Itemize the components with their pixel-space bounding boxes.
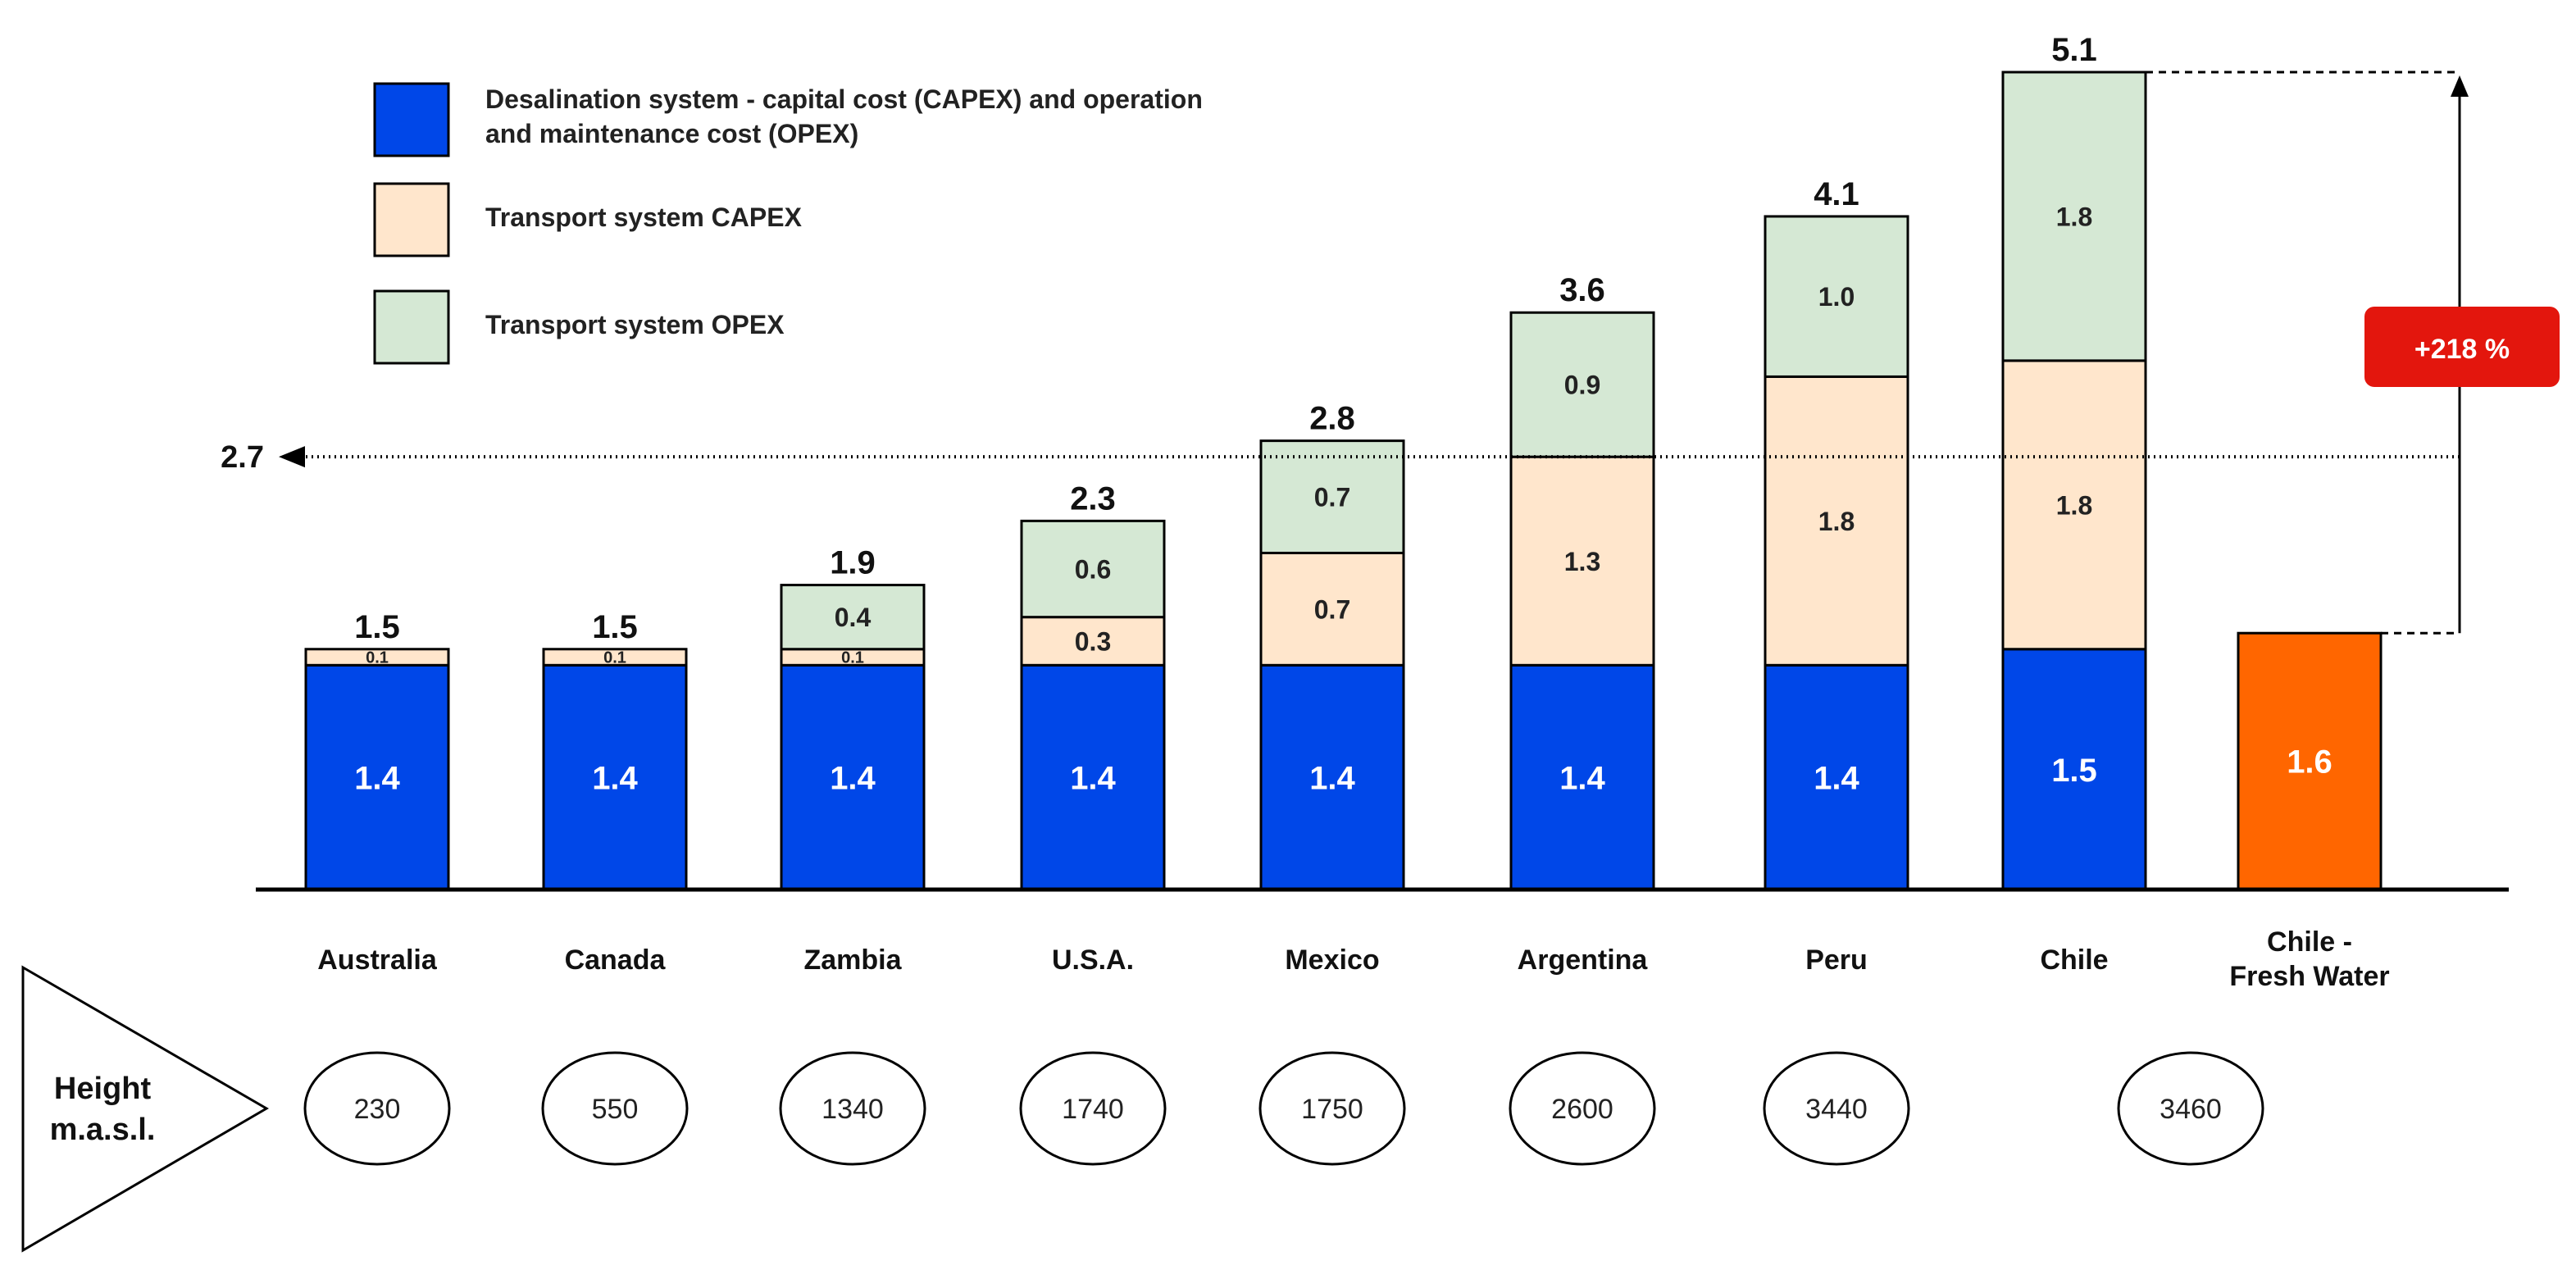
desalination-segment-label-argentina: 1.4 xyxy=(1559,761,1605,797)
transport-capex-segment-label-peru: 1.8 xyxy=(1818,507,1855,536)
transport-opex-segment-argentina xyxy=(1509,311,1655,458)
height-ellipse-4 xyxy=(1019,1051,1167,1166)
transport-opex-segment-label-argentina: 0.9 xyxy=(1564,371,1600,400)
legend-label-2-line-1: Transport system CAPEX xyxy=(485,203,803,232)
desalination-segment-label-u-s-a: 1.4 xyxy=(1070,761,1116,797)
total-label-zambia: 1.9 xyxy=(830,545,876,581)
total-label-u-s-a: 2.3 xyxy=(1070,480,1116,517)
height-value-3: 1340 xyxy=(821,1094,884,1125)
height-ellipse-5 xyxy=(1258,1051,1406,1166)
total-label-mexico: 2.8 xyxy=(1309,401,1355,437)
transport-capex-segment-mexico xyxy=(1259,551,1405,667)
reference-arrow-icon xyxy=(279,446,305,468)
reference-line-label: 2.7 xyxy=(221,440,264,475)
increase-badge xyxy=(2364,307,2560,387)
transport-capex-segment-chile xyxy=(2001,359,2147,651)
total-label-peru: 4.1 xyxy=(1814,176,1859,212)
transport-opex-segment-u-s-a xyxy=(1020,519,1166,619)
category-label-zambia: Zambia xyxy=(803,944,902,976)
transport-capex-segment-label-u-s-a: 0.3 xyxy=(1075,627,1111,657)
transport-capex-segment-canada xyxy=(542,648,688,667)
height-ellipse-6 xyxy=(1509,1051,1656,1166)
transport-capex-segment-label-mexico: 0.7 xyxy=(1314,594,1350,624)
transport-capex-segment-label-chile: 1.8 xyxy=(2056,490,2092,520)
height-value-5: 1750 xyxy=(1301,1094,1363,1125)
total-label-australia: 1.5 xyxy=(354,609,400,645)
transport-opex-segment-label-zambia: 0.4 xyxy=(835,603,872,632)
transport-capex-segment-peru xyxy=(1764,375,1909,667)
transport-capex-segment-label-canada: 0.1 xyxy=(603,649,626,667)
height-label-line-2: m.a.s.l. xyxy=(50,1113,156,1147)
legend-label-1-line-2: and maintenance cost (OPEX) xyxy=(485,119,858,148)
height-value-1: 230 xyxy=(354,1094,401,1125)
height-ellipse-8 xyxy=(2117,1051,2264,1166)
desalination-segment-australia xyxy=(304,663,450,891)
fresh-water-bar xyxy=(2237,631,2383,891)
transport-opex-segment-chile xyxy=(2001,71,2147,362)
transport-opex-segment-peru xyxy=(1764,215,1909,378)
increase-arrow-icon xyxy=(2451,75,2469,97)
height-value-6: 2600 xyxy=(1551,1094,1613,1125)
transport-capex-segment-u-s-a xyxy=(1020,616,1166,667)
height-value-8: 3460 xyxy=(2160,1094,2222,1125)
desalination-segment-chile xyxy=(2001,648,2147,891)
legend-swatch-2 xyxy=(373,182,450,257)
transport-capex-segment-label-australia: 0.1 xyxy=(366,649,389,667)
category-labels: Australia Canada Zambia U.S.A. Mexico Argenti… xyxy=(317,926,2389,992)
increase-badge-label: +218 % xyxy=(2414,334,2510,365)
legend-label-3-line-1: Transport system OPEX xyxy=(485,310,785,339)
bar-series: 1.4 0.1 1.5 1.4 0.1 1.5 1.4 0.1 0.4 1.9 1.4 0.3 0.6 2… xyxy=(304,32,2383,891)
height-row: Height m.a.s.l. 230 550 1340 1740 1750 2600 3440… xyxy=(21,965,2264,1253)
chart-legend: Desalination system - capital cost (CAPE… xyxy=(373,82,1203,365)
transport-opex-segment-label-u-s-a: 0.6 xyxy=(1075,555,1111,585)
height-ellipse-1 xyxy=(303,1051,451,1166)
desalination-segment-mexico xyxy=(1259,663,1405,891)
category-label-u-s-a: U.S.A. xyxy=(1052,944,1134,976)
height-pointer-triangle xyxy=(21,965,269,1253)
height-value-7: 3440 xyxy=(1805,1094,1868,1125)
height-label-line-1: Height xyxy=(54,1072,152,1106)
height-ellipse-3 xyxy=(779,1051,926,1166)
total-label-argentina: 3.6 xyxy=(1559,272,1605,308)
fresh-water-value-label: 1.6 xyxy=(2287,744,2333,781)
category-label-mexico: Mexico xyxy=(1285,944,1379,976)
transport-opex-segment-mexico xyxy=(1259,439,1405,554)
transport-opex-segment-label-mexico: 0.7 xyxy=(1314,483,1350,512)
chart-annotations: 2.7 +218 % xyxy=(221,71,2560,635)
height-value-4: 1740 xyxy=(1062,1094,1124,1125)
transport-opex-segment-label-chile: 1.8 xyxy=(2056,202,2092,231)
transport-capex-segment-label-zambia: 0.1 xyxy=(841,649,864,667)
legend-label-1-line-1: Desalination system - capital cost (CAPE… xyxy=(485,84,1203,114)
desalination-segment-label-chile: 1.5 xyxy=(2051,753,2097,789)
height-value-2: 550 xyxy=(592,1094,639,1125)
desalination-segment-peru xyxy=(1764,663,1909,891)
total-label-canada: 1.5 xyxy=(592,609,638,645)
legend-swatch-3 xyxy=(373,289,450,365)
desalination-segment-label-australia: 1.4 xyxy=(354,761,400,797)
transport-capex-segment-argentina xyxy=(1509,455,1655,667)
desalination-segment-zambia xyxy=(780,663,926,891)
height-ellipse-2 xyxy=(541,1051,689,1166)
desalination-segment-label-peru: 1.4 xyxy=(1814,761,1859,797)
transport-opex-segment-label-peru: 1.0 xyxy=(1818,282,1855,312)
category-label-chile: Chile xyxy=(2040,944,2108,976)
transport-capex-segment-label-argentina: 1.3 xyxy=(1564,547,1600,576)
desalination-segment-label-canada: 1.4 xyxy=(592,761,638,797)
category-label-australia: Australia xyxy=(317,944,438,976)
category-label-canada: Canada xyxy=(565,944,667,976)
legend-swatch-1 xyxy=(373,82,450,157)
category-label-fresh-water-line-1: Chile - xyxy=(2267,926,2352,958)
total-label-chile: 5.1 xyxy=(2051,32,2097,68)
desalination-segment-label-mexico: 1.4 xyxy=(1309,761,1355,797)
height-ellipse-7 xyxy=(1763,1051,1910,1166)
transport-capex-segment-australia xyxy=(304,648,450,667)
category-label-peru: Peru xyxy=(1805,944,1868,976)
category-label-fresh-water-line-2: Fresh Water xyxy=(2229,961,2389,992)
category-label-argentina: Argentina xyxy=(1518,944,1649,976)
desalination-segment-label-zambia: 1.4 xyxy=(830,761,876,797)
transport-opex-segment-zambia xyxy=(780,584,926,651)
